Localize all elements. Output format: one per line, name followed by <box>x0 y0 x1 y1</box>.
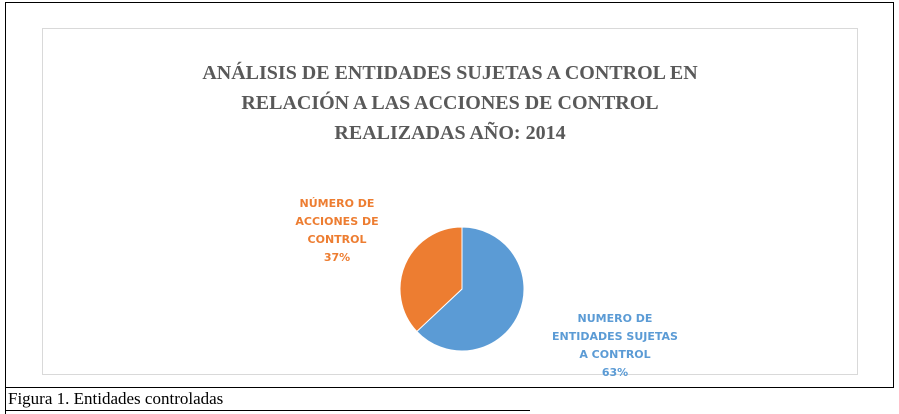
chart-title: RELACIÓN A LAS ACCIONES DE CONTROL <box>241 90 658 114</box>
chart: ANÁLISIS DE ENTIDADES SUJETAS A CONTROL … <box>202 61 698 382</box>
slice-label-box: NÚMERO DE ACCIONES DE CONTROL 37% <box>287 195 387 267</box>
slice-value: 37% <box>323 251 351 264</box>
slice-category: NUMERO DE ENTIDADES SUJETAS A CONTROL <box>552 312 678 361</box>
slice-label: NUMERO DE ENTIDADES SUJETAS A CONTROL 63% <box>551 310 679 382</box>
pie-slice <box>399 226 463 333</box>
slice-label: NÚMERO DE ACCIONES DE CONTROL 37% <box>287 195 387 267</box>
slice-category: NÚMERO DE ACCIONES DE CONTROL <box>295 197 379 246</box>
caption: Figura 1. Entidades controladas <box>8 389 223 408</box>
slice-value: 63% <box>601 366 629 379</box>
pie-slice <box>416 226 525 352</box>
chart-title: ANÁLISIS DE ENTIDADES SUJETAS A CONTROL … <box>202 61 698 84</box>
slice-label-box: NUMERO DE ENTIDADES SUJETAS A CONTROL 63% <box>551 310 679 382</box>
chart-title: REALIZADAS AÑO: 2014 <box>334 121 565 144</box>
